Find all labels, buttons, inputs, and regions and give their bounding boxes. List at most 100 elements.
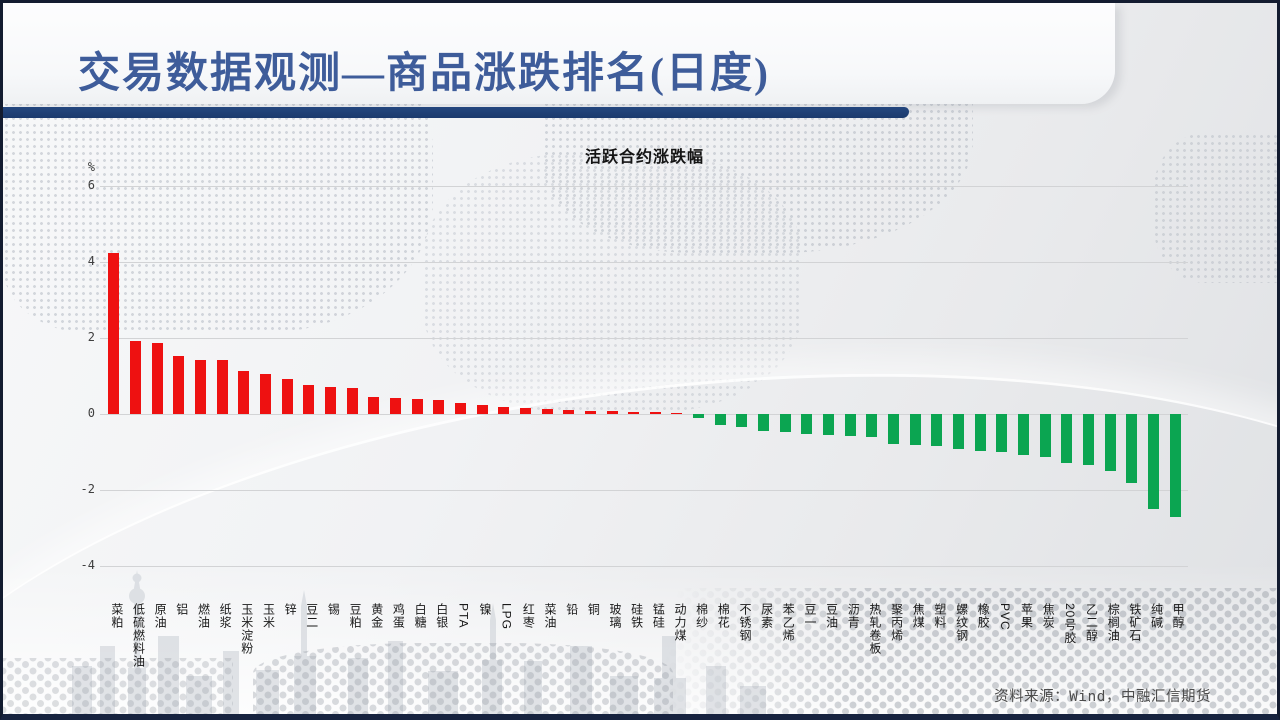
gridline xyxy=(100,338,1188,339)
bar xyxy=(866,414,878,437)
category-label: 棉花 xyxy=(716,603,731,629)
category-label: 20号胶 xyxy=(1062,603,1077,645)
bar xyxy=(606,410,618,414)
bar xyxy=(563,409,575,414)
category-label: 苯乙烯 xyxy=(781,603,796,642)
bar xyxy=(433,399,445,414)
bar xyxy=(281,378,293,414)
bar xyxy=(173,356,185,414)
bar xyxy=(996,414,1008,452)
y-tick-label: -4 xyxy=(80,558,95,572)
source-note: 资料来源：Wind，中融汇信期货 xyxy=(994,689,1211,705)
category-label: LPG xyxy=(499,603,514,631)
bar xyxy=(1104,414,1116,471)
bar xyxy=(671,413,683,414)
category-label: 铅 xyxy=(564,603,579,616)
bar xyxy=(1126,414,1138,483)
category-label: 鸡蛋 xyxy=(391,603,406,629)
category-label: 玻璃 xyxy=(608,603,622,629)
y-tick-label: 4 xyxy=(87,254,95,268)
hex-pattern xyxy=(643,588,1277,714)
gridline xyxy=(100,490,1188,491)
category-label: 不锈钢 xyxy=(737,603,752,642)
category-label: PVC xyxy=(997,603,1012,631)
category-label: 沥青 xyxy=(846,603,861,629)
category-label: 菜油 xyxy=(543,603,558,629)
bar xyxy=(1039,414,1051,457)
category-label: 红枣 xyxy=(521,603,536,629)
bar xyxy=(736,414,748,428)
bar xyxy=(693,414,705,418)
category-label: 豆油 xyxy=(824,603,839,629)
category-label: 焦炭 xyxy=(1041,603,1056,629)
title-divider-bar xyxy=(3,107,909,118)
hex-pattern xyxy=(253,643,673,714)
category-label: 燃油 xyxy=(196,603,211,629)
bar xyxy=(1083,414,1095,465)
bar xyxy=(1061,414,1073,463)
y-tick-label: 0 xyxy=(87,406,95,420)
category-label: PTA xyxy=(456,603,471,629)
bar xyxy=(714,414,726,425)
category-label: 锡 xyxy=(326,603,341,616)
category-label: 乙二醇 xyxy=(1084,603,1099,642)
bar xyxy=(476,404,488,414)
bar xyxy=(584,410,596,414)
y-tick-label: 6 xyxy=(87,178,95,192)
bar xyxy=(823,414,835,435)
bar xyxy=(519,407,531,414)
bar xyxy=(801,414,813,434)
skyline-watermark xyxy=(72,570,766,714)
category-label: 豆二 xyxy=(304,603,319,629)
bar xyxy=(129,340,141,414)
bar xyxy=(1148,414,1159,509)
y-tick-label: -2 xyxy=(80,482,95,496)
bar xyxy=(649,412,661,414)
bar xyxy=(758,414,770,431)
bar xyxy=(368,396,380,414)
chart-title: 活跃合约涨跌幅 xyxy=(584,149,704,166)
y-tick-label: 2 xyxy=(87,330,95,344)
header-background xyxy=(3,3,1115,104)
category-label: 焦煤 xyxy=(911,603,926,629)
category-label: 玉米淀粉 xyxy=(239,603,254,655)
page-title: 交易数据观测—商品涨跌排名(日度) xyxy=(78,51,770,97)
bar xyxy=(779,414,791,433)
category-label: 锌 xyxy=(283,603,298,616)
bar xyxy=(238,371,250,414)
bar xyxy=(324,387,336,414)
bar xyxy=(259,373,271,414)
category-label: 菜粕 xyxy=(109,603,124,629)
category-label: 白糖 xyxy=(413,603,428,629)
category-label: 铜 xyxy=(586,603,601,616)
bar xyxy=(346,388,358,414)
category-label: 尿素 xyxy=(759,603,774,629)
category-label: 塑料 xyxy=(932,603,947,629)
bar xyxy=(974,414,986,452)
category-label: 原油 xyxy=(153,603,168,629)
category-label: 纸浆 xyxy=(218,603,233,629)
category-label: 豆一 xyxy=(802,603,817,629)
category-label: 聚丙烯 xyxy=(889,603,904,642)
category-label: 热轧卷板 xyxy=(867,603,882,655)
category-label: 铁矿石 xyxy=(1127,603,1142,642)
dot-pattern xyxy=(423,153,803,413)
category-label: 纯碱 xyxy=(1149,603,1164,629)
category-label: 硅铁 xyxy=(629,603,644,629)
gridline xyxy=(100,414,1188,415)
gridline xyxy=(100,262,1188,263)
category-label: 低硫燃料油 xyxy=(131,603,146,668)
bar xyxy=(108,252,120,414)
bar xyxy=(303,385,315,414)
bar xyxy=(454,402,466,414)
bar xyxy=(151,343,163,414)
bar xyxy=(953,414,965,450)
category-label: 镍 xyxy=(478,603,493,616)
category-label: 棉纱 xyxy=(694,603,709,629)
bar xyxy=(389,397,401,414)
y-axis-unit-label: % xyxy=(87,160,95,174)
category-label: 动力煤 xyxy=(672,603,687,642)
category-label: 橡胶 xyxy=(976,603,991,629)
bar xyxy=(1018,414,1030,456)
